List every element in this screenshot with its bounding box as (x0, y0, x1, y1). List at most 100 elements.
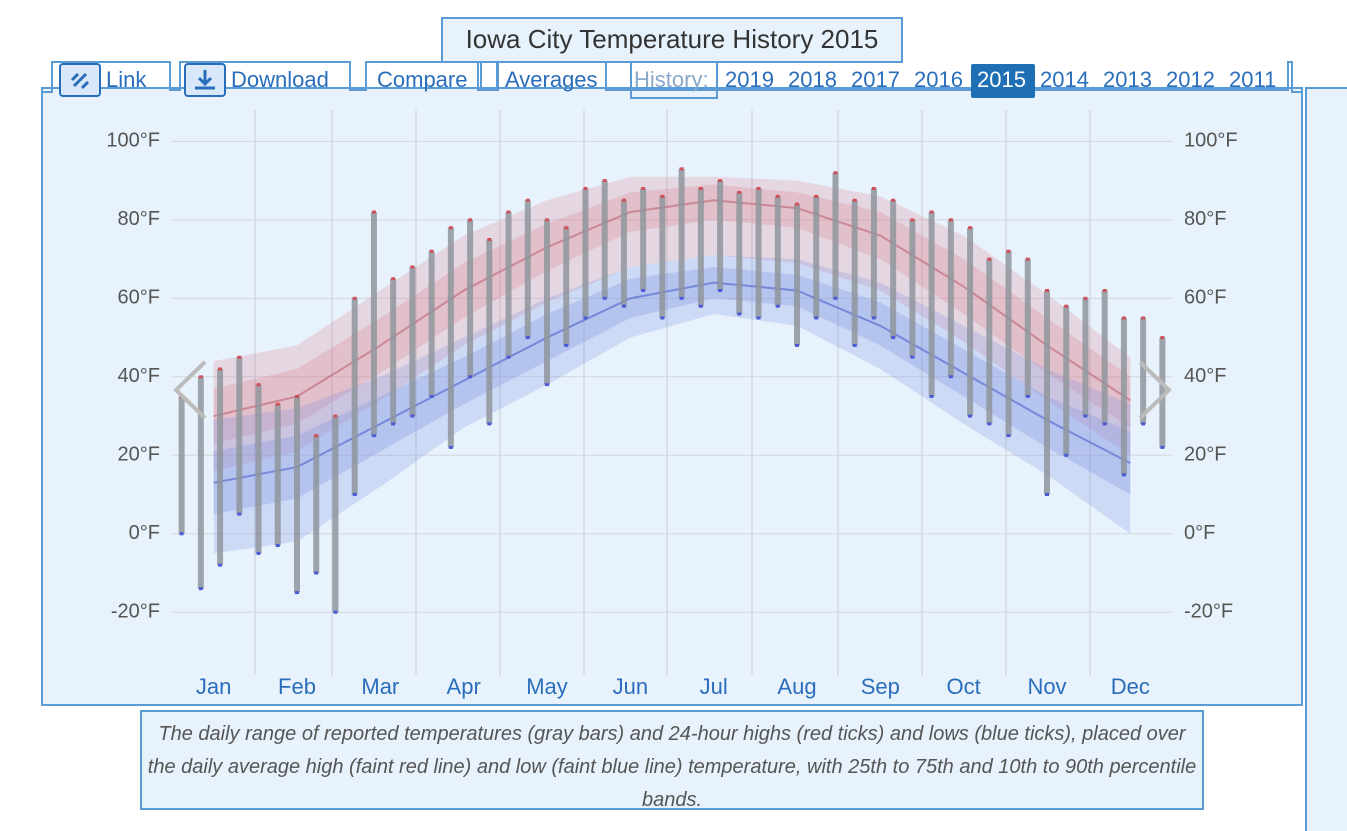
x-tick-label: Oct (947, 674, 981, 699)
averages-button[interactable]: Averages (505, 67, 598, 92)
year-link[interactable]: 2011 (1229, 67, 1276, 92)
daily-range-bar (755, 188, 762, 318)
daily-low-tick (352, 493, 357, 497)
x-tick-label: Jun (613, 674, 648, 699)
average-line (213, 281, 1131, 484)
daily-low-tick (391, 422, 396, 426)
x-tick-label: Apr (447, 674, 481, 699)
daily-high-tick (929, 210, 934, 214)
daily-high-tick (621, 198, 626, 202)
daily-range-bar (870, 188, 877, 318)
daily-range-bar (794, 204, 800, 346)
daily-range-bar (620, 200, 627, 307)
year-link[interactable]: 2016 (914, 67, 963, 92)
daily-low-tick (1045, 493, 1049, 497)
daily-high-tick (1083, 296, 1088, 300)
daily-high-tick (314, 434, 319, 438)
history-label: History: (634, 67, 709, 92)
daily-low-tick (1102, 422, 1107, 426)
daily-low-tick (237, 512, 242, 516)
daily-high-tick (775, 194, 780, 198)
daily-low-tick (410, 414, 415, 418)
y2-tick-label: 0°F (1184, 522, 1215, 544)
daily-high-tick (814, 194, 819, 198)
daily-high-tick (256, 383, 261, 387)
daily-high-tick (429, 249, 434, 253)
daily-range-bar (486, 239, 493, 424)
history-box (630, 61, 718, 99)
daily-range-bar (813, 196, 820, 318)
daily-high-tick (795, 202, 799, 206)
daily-low-tick (1160, 445, 1165, 449)
daily-low-tick (179, 532, 184, 536)
x-tick-label: Dec (1111, 674, 1150, 699)
year-link[interactable]: 2017 (851, 67, 900, 92)
download-glyph (195, 70, 215, 90)
daily-range-bar (563, 227, 570, 346)
year-link[interactable]: 2012 (1166, 67, 1215, 92)
year-link[interactable]: 2013 (1103, 67, 1152, 92)
percentile-band (213, 255, 1131, 554)
daily-low-tick (1121, 473, 1126, 477)
daily-range-bar (332, 416, 339, 613)
daily-high-tick (506, 210, 511, 214)
next-arrow[interactable] (1138, 360, 1172, 420)
daily-range-bar (197, 376, 204, 589)
daily-high-tick (1121, 316, 1126, 320)
y-tick-label: 60°F (118, 287, 160, 309)
daily-low-tick (218, 563, 223, 567)
daily-range-bar (582, 188, 589, 318)
daily-low-tick (429, 394, 434, 398)
daily-high-tick (871, 186, 876, 190)
daily-range-bar (1024, 259, 1031, 397)
x-tick-label: May (526, 674, 568, 699)
year-link[interactable]: 2015 (977, 67, 1026, 92)
y-tick-label: 20°F (118, 444, 160, 466)
daily-range-bar (428, 251, 435, 397)
daily-range-bar (447, 227, 454, 448)
compare-button[interactable]: Compare (377, 67, 467, 92)
daily-high-tick (698, 186, 703, 190)
daily-high-tick (891, 198, 896, 202)
daily-range-bar (1140, 317, 1147, 424)
daily-range-bar (1044, 290, 1050, 495)
daily-low-tick (198, 587, 203, 591)
averages-checkbox[interactable] (480, 61, 498, 89)
daily-low-tick (795, 343, 799, 347)
x-tick-label: Aug (777, 674, 816, 699)
daily-range-bar (1101, 290, 1108, 424)
daily-range-bar (544, 219, 550, 385)
daily-low-tick (641, 288, 646, 292)
daily-low-tick (929, 394, 934, 398)
daily-low-tick (525, 336, 530, 340)
y-tick-label: 80°F (118, 208, 160, 230)
daily-low-tick (948, 375, 953, 379)
daily-low-tick (487, 422, 492, 426)
daily-low-tick (833, 296, 838, 300)
prev-arrow[interactable] (173, 360, 207, 420)
chart-panel (41, 87, 1303, 706)
daily-range-bar (390, 278, 397, 424)
year-link[interactable]: 2018 (788, 67, 837, 92)
daily-low-tick (545, 383, 549, 387)
daily-range-bar (928, 212, 935, 397)
daily-high-tick (448, 226, 453, 230)
daily-range-bar (370, 212, 377, 436)
percentile-band (213, 176, 1131, 471)
daily-low-tick (448, 445, 453, 449)
daily-range-bar (659, 196, 666, 318)
link-button[interactable]: Link (106, 67, 147, 92)
daily-high-tick (602, 179, 607, 183)
daily-range-bar (351, 298, 358, 495)
daily-high-tick (583, 186, 588, 190)
daily-high-tick (218, 367, 223, 371)
daily-high-tick (968, 226, 973, 230)
daily-low-tick (564, 343, 569, 347)
year-link[interactable]: 2014 (1040, 67, 1089, 92)
year-link[interactable]: 2019 (725, 67, 774, 92)
y2-tick-label: 100°F (1184, 130, 1238, 152)
download-button[interactable]: Download (231, 67, 329, 92)
daily-high-tick (1025, 257, 1030, 261)
y2-tick-label: 60°F (1184, 287, 1226, 309)
